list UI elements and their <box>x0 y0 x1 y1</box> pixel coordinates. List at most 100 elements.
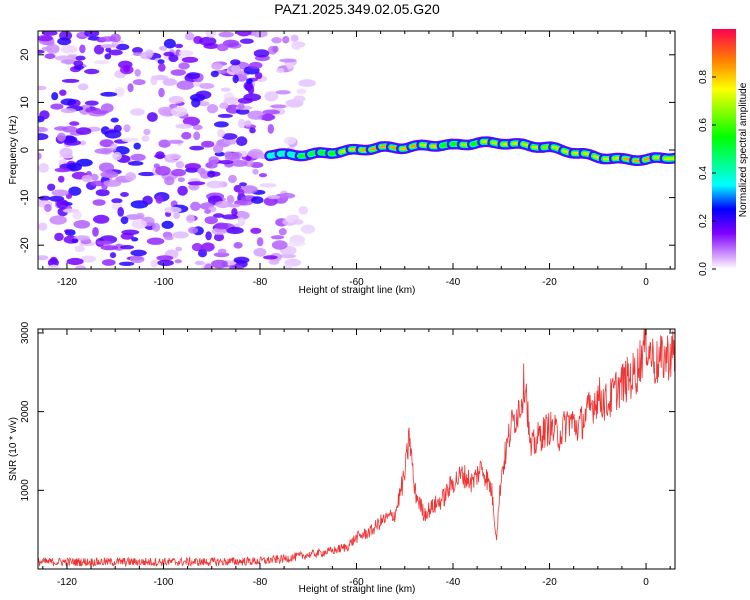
heatmap-noise-blob <box>157 106 174 116</box>
heatmap-noise-blob <box>205 231 212 241</box>
colorbar-ticks: 0.0 0.2 0.4 0.6 0.8 <box>698 70 716 276</box>
heatmap-noise-blob <box>253 247 267 257</box>
heatmap-noise-blob <box>236 136 248 147</box>
heatmap-noise-blob <box>165 153 182 160</box>
heatmap-noise-blob <box>204 263 213 269</box>
x-tick-label: -100 <box>153 577 173 588</box>
heatmap-noise-blob <box>191 97 201 108</box>
heatmap-noise-blob <box>51 189 69 197</box>
heatmap-noise-blob <box>246 78 253 84</box>
y-tick-label: 0 <box>19 147 31 153</box>
heatmap-noise-blob <box>177 185 188 196</box>
heatmap-noise-blob <box>84 31 100 38</box>
heatmap-noise-blob <box>142 195 153 205</box>
heatmap-noise-blob <box>98 162 115 173</box>
heatmap-noise-blob <box>38 163 49 173</box>
heatmap-noise-blob <box>258 173 268 178</box>
heatmap-noise-blob <box>76 158 93 167</box>
heatmap-noise-blob <box>247 84 255 95</box>
heatmap-noise-blob <box>59 147 73 158</box>
heatmap-noise-blob <box>264 91 279 102</box>
heatmap-noise-blob <box>298 206 309 215</box>
heatmap-noise-blob <box>100 170 119 179</box>
heatmap-noise-blob <box>105 47 112 53</box>
heatmap-noise-blob <box>84 100 99 106</box>
heatmap-noise-blob <box>120 192 129 197</box>
y-tick-label: 3000 <box>20 321 31 344</box>
heatmap-noise-blob <box>54 126 68 131</box>
heatmap-noise-blob <box>46 44 60 54</box>
y-tick-label: 1000 <box>20 479 31 502</box>
heatmap-noise-blob <box>38 152 42 160</box>
top-y-axis-label: Frequency (Hz) <box>8 116 19 185</box>
heatmap-noise-blob <box>164 176 175 186</box>
heatmap-noise-blob <box>72 210 82 220</box>
heatmap-noise-blob <box>237 189 245 197</box>
heatmap-noise-blob <box>120 245 134 250</box>
colorbar-tick-label: 0.4 <box>698 166 709 180</box>
heatmap-noise-blob <box>205 31 217 38</box>
heatmap-noise-blob <box>247 110 266 120</box>
heatmap-noise-blob <box>161 220 174 229</box>
heatmap-noise-blob <box>282 35 290 44</box>
heatmap-noise-blob <box>283 136 297 145</box>
heatmap-noise-blob <box>84 68 100 75</box>
heatmap-noise-blob <box>99 139 114 148</box>
heatmap-noise-blob <box>141 135 150 142</box>
heatmap-noise-blob <box>291 40 302 51</box>
colorbar-gradient <box>712 29 736 269</box>
x-tick-label: -60 <box>349 577 364 588</box>
heatmap-noise-blob <box>81 174 93 183</box>
heatmap-noise-blob <box>288 240 306 247</box>
colorbar: 0.0 0.2 0.4 0.6 0.8 Normalized spectral ampl… <box>698 29 749 276</box>
bottom-x-ticks: -120 -100 -80 -60 -40 -20 0 <box>42 329 671 588</box>
y-tick-label: 20 <box>19 49 31 61</box>
heatmap-noise-blob <box>181 131 192 140</box>
heatmap-noise-blob <box>147 112 158 122</box>
heatmap-noise-blob <box>164 235 174 241</box>
heatmap-noise-blob <box>38 195 51 201</box>
heatmap-noise-blob <box>171 168 186 177</box>
heatmap-noise-blob <box>195 90 212 100</box>
heatmap-noise-blob <box>253 49 270 58</box>
signal-track-segment <box>663 156 675 161</box>
heatmap-noise-blob <box>286 60 294 70</box>
heatmap-noise-blob <box>213 233 225 242</box>
heatmap-noise-blob <box>112 151 122 161</box>
heatmap-noise-blob <box>213 252 230 258</box>
heatmap-noise-blob <box>290 34 299 42</box>
heatmap-noise-blob <box>93 214 110 224</box>
heatmap-noise-blob <box>232 74 239 84</box>
heatmap-noise-blob <box>130 249 147 257</box>
heatmap-noise-blob <box>231 159 248 167</box>
heatmap-noise-blob <box>60 59 77 64</box>
heatmap-noise-blob <box>198 249 207 258</box>
heatmap-noise-blob <box>155 166 171 176</box>
heatmap-noise-blob <box>259 183 277 188</box>
heatmap-noise-blob <box>92 199 106 206</box>
heatmap-noise-blob <box>132 47 143 54</box>
heatmap-noise-blob <box>127 161 144 166</box>
heatmap-noise-blob <box>73 235 91 241</box>
heatmap-noise-blob <box>187 181 206 186</box>
heatmap-noise-blob <box>283 264 293 269</box>
heatmap-noise-blob <box>127 83 134 93</box>
heatmap-noise-blob <box>262 113 274 122</box>
heatmap-noise-blob <box>47 183 56 191</box>
heatmap-noise-blob <box>156 255 174 261</box>
heatmap-noise-blob <box>92 110 109 115</box>
heatmap-noise-blob <box>78 83 89 91</box>
heatmap-noise-blob <box>267 195 281 200</box>
heatmap-noise-blob <box>121 229 140 236</box>
heatmap-noise-blob <box>220 87 231 92</box>
heatmap-noise-blob <box>215 200 231 209</box>
heatmap-noise-blob <box>38 133 49 141</box>
heatmap-noise-blob <box>61 78 80 83</box>
heatmap-noise-blob <box>76 127 92 135</box>
heatmap-noise-blob <box>272 45 279 53</box>
heatmap-noise-blob <box>211 62 223 70</box>
heatmap-noise-blob <box>121 137 139 143</box>
heatmap-noise-blob <box>80 255 97 263</box>
x-tick-label: -40 <box>446 277 461 288</box>
heatmap-noise-blob <box>38 222 48 231</box>
